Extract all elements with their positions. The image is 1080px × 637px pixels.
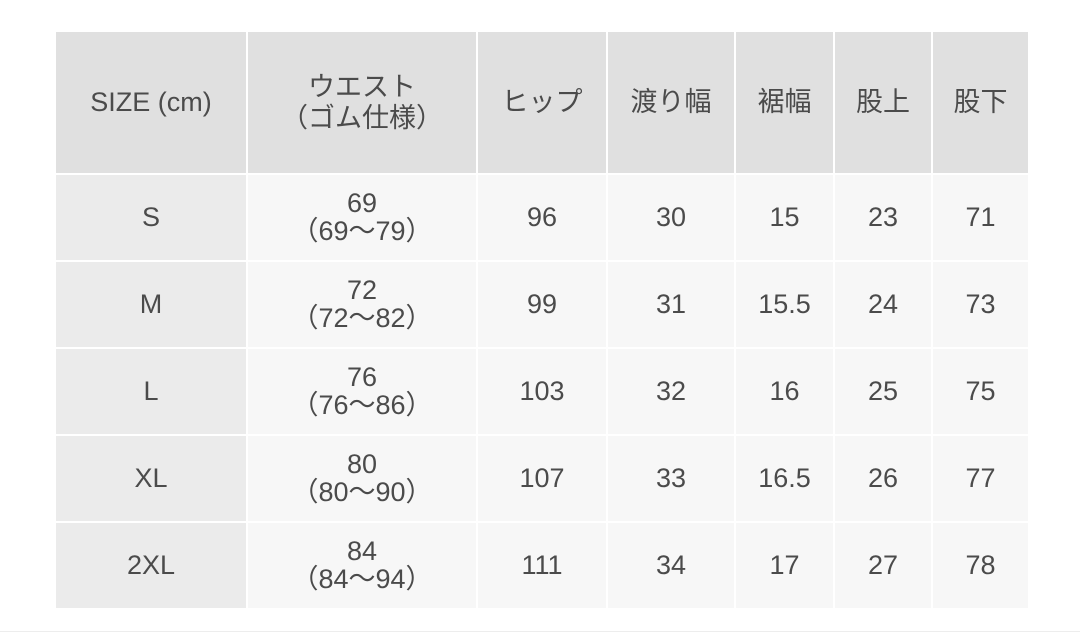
cell-waist-range: （80〜90） <box>291 476 433 507</box>
cell-hem: 17 <box>736 523 833 608</box>
table-row: 2XL 84 （84〜94） 111 34 17 27 78 <box>56 523 1028 608</box>
column-header-rise-label: 股上 <box>856 87 910 118</box>
cell-rise: 27 <box>835 523 931 608</box>
table-row: L 76 （76〜86） 103 32 16 25 75 <box>56 349 1028 434</box>
cell-waist-value: 76 <box>346 361 378 392</box>
cell-rise: 23 <box>835 175 931 260</box>
cell-waist-value: 69 <box>346 187 378 218</box>
size-chart-table: SIZE (cm) ウエスト （ゴム仕様） ヒップ 渡り幅 裾幅 <box>54 30 1030 610</box>
cell-hem: 15.5 <box>736 262 833 347</box>
cell-waist-range: （76〜86） <box>291 389 433 420</box>
cell-size: 2XL <box>56 523 246 608</box>
cell-waist: 69 （69〜79） <box>248 175 476 260</box>
size-chart-container: SIZE (cm) ウエスト （ゴム仕様） ヒップ 渡り幅 裾幅 <box>56 32 1028 608</box>
cell-thigh: 32 <box>608 349 734 434</box>
cell-inseam: 77 <box>933 436 1028 521</box>
column-header-hem-label: 裾幅 <box>757 87 812 118</box>
cell-hip: 111 <box>478 523 606 608</box>
cell-hip: 103 <box>478 349 606 434</box>
table-header: SIZE (cm) ウエスト （ゴム仕様） ヒップ 渡り幅 裾幅 <box>56 32 1028 173</box>
cell-hip: 99 <box>478 262 606 347</box>
cell-thigh: 33 <box>608 436 734 521</box>
column-header-hip-label: ヒップ <box>501 87 583 118</box>
cell-size: L <box>56 349 246 434</box>
cell-inseam: 71 <box>933 175 1028 260</box>
cell-rise: 25 <box>835 349 931 434</box>
column-header-waist: ウエスト （ゴム仕様） <box>248 32 476 173</box>
cell-inseam: 75 <box>933 349 1028 434</box>
table-row: S 69 （69〜79） 96 30 15 23 71 <box>56 175 1028 260</box>
cell-waist-value: 72 <box>346 274 378 305</box>
cell-waist: 84 （84〜94） <box>248 523 476 608</box>
column-header-size: SIZE (cm) <box>56 32 246 173</box>
column-header-inseam: 股下 <box>933 32 1028 173</box>
column-header-thigh: 渡り幅 <box>608 32 734 173</box>
cell-waist: 72 （72〜82） <box>248 262 476 347</box>
cell-hem: 15 <box>736 175 833 260</box>
cell-waist-value: 84 <box>346 535 378 566</box>
column-header-waist-label: ウエスト <box>308 71 416 102</box>
cell-inseam: 73 <box>933 262 1028 347</box>
cell-thigh: 34 <box>608 523 734 608</box>
column-header-inseam-label: 股下 <box>953 87 1008 118</box>
cell-hem: 16.5 <box>736 436 833 521</box>
cell-rise: 26 <box>835 436 931 521</box>
cell-hip: 107 <box>478 436 606 521</box>
cell-waist: 80 （80〜90） <box>248 436 476 521</box>
table-row: XL 80 （80〜90） 107 33 16.5 26 77 <box>56 436 1028 521</box>
cell-waist-range: （69〜79） <box>291 215 433 246</box>
cell-waist: 76 （76〜86） <box>248 349 476 434</box>
cell-waist-range: （84〜94） <box>291 563 433 594</box>
cell-rise: 24 <box>835 262 931 347</box>
column-header-hip: ヒップ <box>478 32 606 173</box>
table-body: S 69 （69〜79） 96 30 15 23 71 M 72 （72〜82） <box>56 175 1028 608</box>
page-divider <box>0 631 1080 632</box>
header-row: SIZE (cm) ウエスト （ゴム仕様） ヒップ 渡り幅 裾幅 <box>56 32 1028 173</box>
column-header-waist-sublabel: （ゴム仕様） <box>281 102 443 133</box>
column-header-thigh-label: 渡り幅 <box>630 87 712 118</box>
cell-thigh: 31 <box>608 262 734 347</box>
cell-waist-value: 80 <box>346 448 378 479</box>
cell-waist-range: （72〜82） <box>291 302 433 333</box>
column-header-hem: 裾幅 <box>736 32 833 173</box>
cell-hip: 96 <box>478 175 606 260</box>
cell-size: M <box>56 262 246 347</box>
cell-size: XL <box>56 436 246 521</box>
column-header-rise: 股上 <box>835 32 931 173</box>
cell-thigh: 30 <box>608 175 734 260</box>
cell-hem: 16 <box>736 349 833 434</box>
table-row: M 72 （72〜82） 99 31 15.5 24 73 <box>56 262 1028 347</box>
cell-inseam: 78 <box>933 523 1028 608</box>
column-header-size-label: SIZE (cm) <box>90 87 212 118</box>
cell-size: S <box>56 175 246 260</box>
